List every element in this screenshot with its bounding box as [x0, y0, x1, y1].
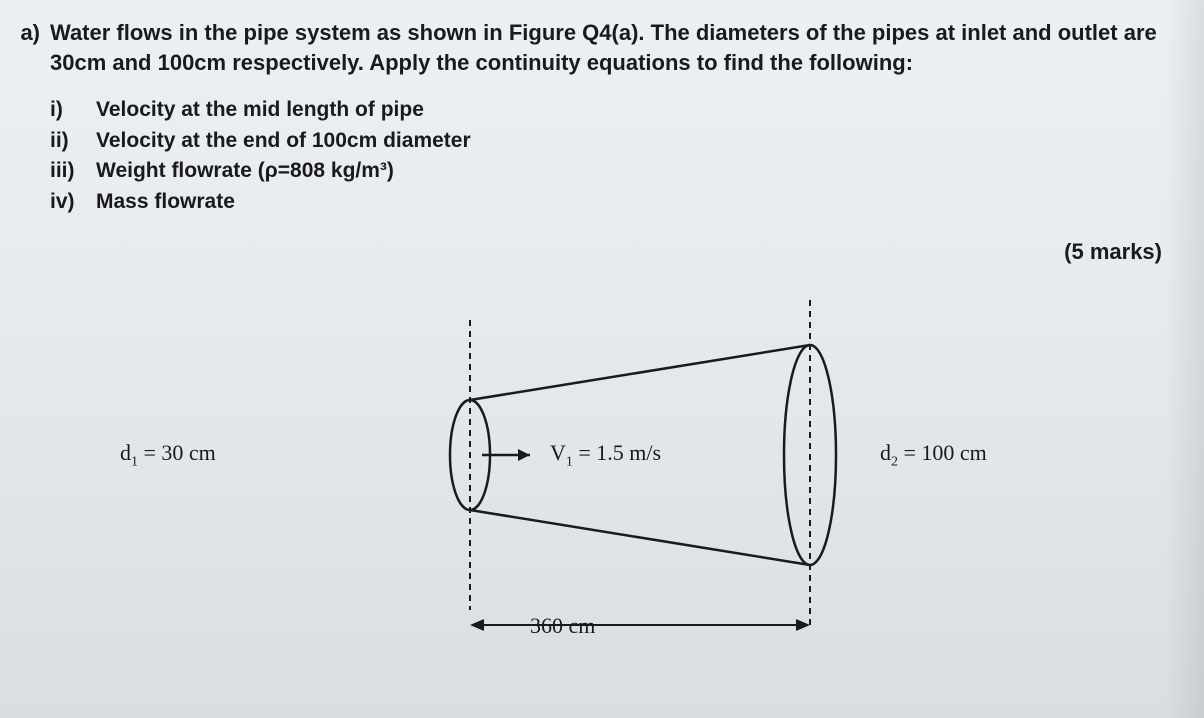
item-num: iv): [50, 187, 96, 217]
item-text: Velocity at the mid length of pipe: [96, 95, 424, 125]
exam-page: a) Water flows in the pipe system as sho…: [0, 0, 1204, 718]
q-text-part1: Water flows in the pipe system as shown …: [50, 20, 509, 45]
pipe-diagram: [220, 275, 980, 675]
question-letter: a): [0, 18, 50, 46]
item-text: Velocity at the end of 100cm diameter: [96, 126, 471, 156]
d2-rest: = 100 cm: [898, 440, 987, 465]
q-figure-ref: Figure Q4(a): [509, 20, 639, 45]
d2-sub: 2: [891, 455, 898, 470]
item-iii: iii) Weight flowrate (ρ=808 kg/m³): [50, 156, 1174, 186]
d2-label: d2 = 100 cm: [880, 440, 987, 470]
d1-label: d1 = 30 cm: [120, 440, 216, 470]
item-num: iii): [50, 156, 96, 186]
d2-letter: d: [880, 440, 891, 465]
item-text: Mass flowrate: [96, 187, 235, 217]
marks-label: (5 marks): [0, 239, 1174, 265]
item-i: i) Velocity at the mid length of pipe: [50, 95, 1174, 125]
question-text: Water flows in the pipe system as shown …: [50, 18, 1174, 77]
item-iv: iv) Mass flowrate: [50, 187, 1174, 217]
v1-sub: 1: [566, 455, 573, 470]
v1-rest: = 1.5 m/s: [573, 440, 661, 465]
item-ii: ii) Velocity at the end of 100cm diamete…: [50, 126, 1174, 156]
item-num: i): [50, 95, 96, 125]
sub-questions: i) Velocity at the mid length of pipe ii…: [50, 95, 1174, 217]
item-num: ii): [50, 126, 96, 156]
question-row: a) Water flows in the pipe system as sho…: [0, 18, 1174, 77]
length-label: 360 cm: [530, 613, 595, 639]
d1-rest: = 30 cm: [138, 440, 216, 465]
v1-letter: V: [550, 440, 566, 465]
figure-area: d1 = 30 cm V1 = 1.5 m/s d2 = 100 cm 360 …: [0, 275, 1174, 685]
v1-label: V1 = 1.5 m/s: [550, 440, 661, 470]
d1-letter: d: [120, 440, 131, 465]
item-text: Weight flowrate (ρ=808 kg/m³): [96, 156, 394, 186]
d1-sub: 1: [131, 455, 138, 470]
